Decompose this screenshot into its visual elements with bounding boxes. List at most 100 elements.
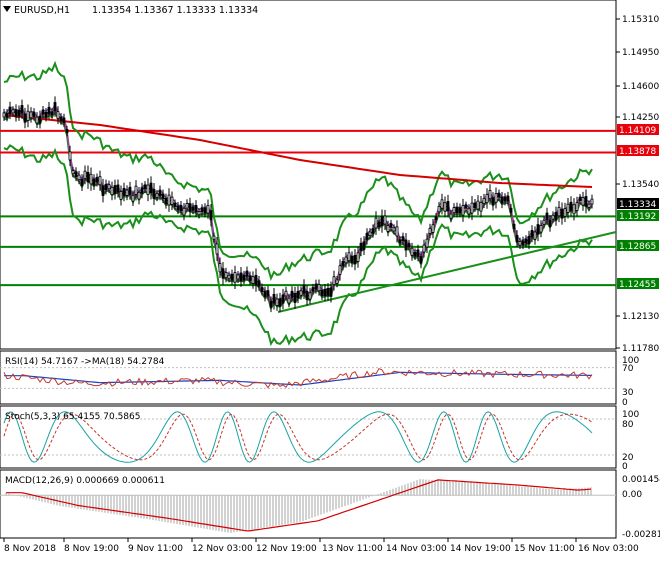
candle-body xyxy=(386,225,390,232)
candle-body xyxy=(188,203,192,212)
candle-body xyxy=(41,109,45,115)
candle-body xyxy=(281,294,285,304)
candle-body xyxy=(104,183,108,191)
symbol-label: EURUSD,H1 xyxy=(14,5,70,16)
candle-body xyxy=(395,226,399,237)
level-tag-bg xyxy=(617,210,659,221)
candle-body xyxy=(143,184,147,190)
y-tick: 1.12130 xyxy=(622,312,659,322)
candle-body xyxy=(443,202,447,212)
stoch-tick: 100 xyxy=(622,410,639,420)
stoch-k-line xyxy=(3,411,593,463)
x-axis: 8 Nov 2018 8 Nov 19:00 9 Nov 11:00 12 No… xyxy=(3,538,639,554)
candle-body xyxy=(266,290,270,297)
candle-body xyxy=(227,274,231,280)
y-tick: 1.13540 xyxy=(622,180,659,190)
main-pane xyxy=(0,0,617,350)
level-tags: 1.14109 1.13878 1.13334 1.13192 1.12865 … xyxy=(617,124,659,290)
candle-body xyxy=(89,173,93,185)
candle-body xyxy=(98,176,102,186)
y-tick: 1.15310 xyxy=(622,15,659,25)
candle-body xyxy=(428,227,432,234)
candle-body xyxy=(134,185,138,195)
candle-body xyxy=(257,280,261,287)
x-tick: 8 Nov 2018 xyxy=(4,544,56,554)
candle-body xyxy=(488,190,492,200)
y-tick: 1.11780 xyxy=(622,344,659,354)
candle-body xyxy=(524,238,528,244)
candle-body xyxy=(572,204,576,215)
candle-body xyxy=(464,204,468,209)
candle-body xyxy=(473,202,477,209)
candle-body xyxy=(332,276,336,285)
current-price-tag: 1.13334 xyxy=(619,200,656,210)
candle-body xyxy=(215,243,219,255)
candle-body xyxy=(341,261,345,267)
candle-body xyxy=(308,292,312,300)
candle-body xyxy=(155,193,159,198)
candle-body xyxy=(491,197,495,206)
candle-body xyxy=(365,232,369,240)
macd-label: MACD(12,26,9) 0.000669 0.000611 xyxy=(5,476,165,486)
candle-body xyxy=(122,187,126,197)
candle-body xyxy=(521,240,525,246)
candle-body xyxy=(272,293,276,304)
candle-body xyxy=(236,274,240,280)
candle-body xyxy=(455,206,459,214)
rsi-pane xyxy=(0,350,617,405)
candle-body xyxy=(206,204,210,214)
candle-body xyxy=(59,116,63,122)
candle-body xyxy=(584,196,588,207)
collapse-triangle-icon[interactable] xyxy=(3,6,11,12)
rsi-tick: 30 xyxy=(622,388,634,398)
candle-body xyxy=(347,252,351,262)
candle-body xyxy=(167,194,171,206)
candle-body xyxy=(527,236,531,244)
rsi-tick: 70 xyxy=(622,364,634,374)
candle-body xyxy=(161,193,165,200)
candle-body xyxy=(125,189,129,196)
candle-body xyxy=(116,184,120,193)
level-tag-bg xyxy=(617,278,659,289)
candle-body xyxy=(182,207,186,216)
candle-body xyxy=(299,290,303,296)
x-tick: 12 Nov 03:00 xyxy=(192,544,253,554)
candle-body xyxy=(434,216,438,221)
trend-line xyxy=(277,231,617,313)
ohlc-label: 1.13354 1.13367 1.13333 1.13334 xyxy=(92,5,258,16)
candle-body xyxy=(356,252,360,262)
candle-body xyxy=(557,206,561,217)
macd-tick: 0.00 xyxy=(622,490,642,500)
candle-body xyxy=(515,234,519,243)
candle-body xyxy=(437,206,441,213)
candle-body xyxy=(260,287,264,292)
macd-y-axis: 0.001454 0.00 -0.002812 xyxy=(622,475,660,540)
candle-body xyxy=(533,231,537,240)
candle-body xyxy=(314,283,318,290)
candle-body xyxy=(71,170,75,175)
moving-average-slow xyxy=(3,114,593,188)
level-tag: 1.13878 xyxy=(619,147,656,157)
x-tick: 16 Nov 03:00 xyxy=(578,544,639,554)
candle-body xyxy=(320,289,324,296)
candle-body xyxy=(518,241,522,246)
candle-body xyxy=(431,224,435,233)
main-plot xyxy=(0,60,617,347)
candle-body xyxy=(566,203,570,213)
candle-body xyxy=(26,110,30,121)
candle-body xyxy=(326,287,330,296)
bollinger-lower xyxy=(3,144,593,347)
main-y-axis: 1.15310 1.14950 1.14600 1.14250 1.13540 … xyxy=(616,15,659,354)
candle-body xyxy=(80,178,84,187)
candle-body xyxy=(494,193,498,203)
candle-body xyxy=(329,287,333,297)
candle-body xyxy=(284,290,288,297)
candle-body xyxy=(470,202,474,214)
candle-body xyxy=(287,297,291,304)
candle-body xyxy=(503,196,507,202)
candle-body xyxy=(302,284,306,294)
candle-body xyxy=(458,207,462,213)
candle-body xyxy=(176,205,180,211)
candle-body xyxy=(380,215,384,227)
candle-body xyxy=(506,195,510,202)
